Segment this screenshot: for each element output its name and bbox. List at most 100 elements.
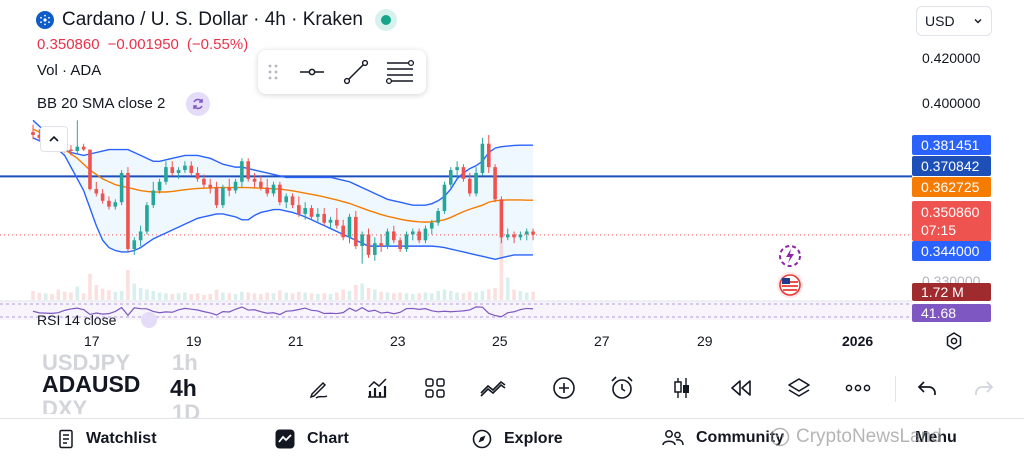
candle-body [505, 234, 510, 238]
volume-bar [240, 291, 244, 300]
bottom-navigation: Watchlist Chart Explore Community Menu [0, 418, 1024, 461]
chart-type-candles-icon[interactable] [666, 372, 698, 404]
volume-bar [354, 285, 358, 300]
volume-bar [474, 292, 478, 300]
nav-watchlist-label: Watchlist [86, 430, 157, 447]
currency-select[interactable]: USD [916, 6, 992, 36]
volume-bars [31, 225, 535, 300]
ghost-timeframe-top: 1h [172, 352, 198, 370]
nav-menu[interactable]: Menu [915, 429, 957, 447]
volume-bar [398, 292, 402, 300]
add-icon[interactable] [548, 372, 580, 404]
candle-body [417, 231, 421, 241]
refresh-icon[interactable] [186, 92, 210, 116]
chevron-up-icon [49, 135, 59, 142]
symbol-title[interactable]: Cardano / U. S. Dollar · 4h · Kraken [62, 9, 363, 30]
candle-body [531, 231, 535, 235]
compare-icon[interactable] [477, 372, 509, 404]
symbol-header[interactable]: Cardano / U. S. Dollar · 4h · Kraken [36, 8, 397, 32]
volume-bar [442, 289, 447, 300]
nav-explore[interactable]: Explore [472, 429, 563, 449]
candle-body [461, 167, 466, 179]
more-options-icon[interactable] [842, 372, 874, 404]
market-open-status-icon[interactable] [374, 9, 397, 31]
rsi-background [0, 301, 912, 320]
chart-settings-icon[interactable] [944, 331, 964, 356]
bb-basis-tag: 0.362725 [912, 177, 991, 197]
redo-icon[interactable] [968, 372, 1000, 404]
last-price-value: 0.350860 [921, 204, 980, 220]
volume-tag: 1.72 M [912, 283, 991, 301]
volume-bar [81, 293, 86, 300]
bb-lower-tag: 0.344000 [912, 241, 991, 261]
price-change: −0.001950 [107, 36, 179, 53]
current-ticker[interactable]: ADAUSD [42, 371, 141, 397]
currency-value: USD [925, 13, 955, 29]
volume-bar [531, 291, 535, 300]
candle-body [360, 234, 364, 247]
candle-body [322, 213, 326, 223]
volume-bar [138, 288, 143, 300]
volume-bar [328, 294, 333, 300]
candle-body [208, 184, 213, 188]
volume-bar [448, 291, 453, 300]
indicators-icon[interactable] [361, 372, 393, 404]
candle-body [151, 190, 156, 206]
candle-body [385, 231, 390, 247]
nav-menu-label: Menu [915, 429, 957, 446]
bb-upper-tag: 0.381451 [912, 135, 991, 155]
candle-body [442, 184, 447, 212]
volume-bar [341, 289, 345, 300]
candle-body [37, 134, 42, 138]
watermark-logo-icon [770, 427, 790, 447]
time-tick: 23 [390, 333, 406, 349]
fib-retracement-tool-button[interactable] [378, 55, 422, 89]
candle-body [347, 216, 352, 238]
volume-bar [119, 291, 124, 300]
nav-watchlist[interactable]: Watchlist [58, 429, 157, 449]
volume-bar [499, 225, 504, 300]
nav-chart[interactable]: Chart [275, 429, 349, 449]
candle-body [214, 187, 219, 206]
last-price-tag: 0.350860 07:15 [912, 201, 991, 241]
volume-bar [379, 291, 383, 300]
symbol-picker[interactable]: USDJPY ADAUSD DXY [42, 352, 140, 414]
bollinger-legend[interactable]: BB 20 SMA close 2 [37, 95, 166, 112]
lightning-alert-icon[interactable] [776, 242, 804, 270]
watchlist-icon [59, 429, 73, 449]
volume-bar [411, 294, 415, 300]
horizontal-ray-tool-button[interactable] [290, 55, 334, 89]
volume-bar [132, 283, 137, 300]
candle-body [176, 170, 181, 173]
price-chart[interactable] [0, 0, 1024, 330]
candle-body [75, 146, 80, 152]
replay-icon[interactable] [725, 372, 757, 404]
drawing-tools-icon[interactable] [303, 372, 335, 404]
undo-icon[interactable] [911, 372, 943, 404]
price-change-row: 0.350860 −0.001950 (−0.55%) [37, 36, 248, 53]
compass-icon [472, 429, 492, 449]
volume-bar [50, 294, 54, 300]
layouts-grid-icon[interactable] [419, 372, 451, 404]
volume-bar [170, 294, 175, 300]
candle-body [240, 161, 244, 182]
volume-bar [145, 289, 149, 300]
time-tick: 27 [594, 333, 610, 349]
nav-explore-label: Explore [504, 430, 563, 447]
candle-body [81, 146, 86, 150]
rsi-legend[interactable]: RSI 14 close [37, 312, 117, 326]
trend-line-tool-button[interactable] [334, 55, 378, 89]
candle-body [88, 149, 92, 190]
collapse-legend-button[interactable] [40, 126, 68, 152]
candle-body [157, 181, 162, 191]
candle-body [233, 181, 238, 191]
candle-body [455, 167, 459, 171]
us-economic-event-icon[interactable] [777, 272, 803, 298]
volume-legend[interactable]: Vol · ADA [37, 62, 102, 79]
alarm-clock-icon[interactable] [606, 372, 638, 404]
nav-community[interactable]: Community [662, 429, 784, 447]
current-timeframe[interactable]: 4h [170, 375, 197, 401]
drag-handle-icon[interactable] [266, 62, 280, 82]
candle-body [512, 234, 516, 238]
layers-icon[interactable] [783, 372, 815, 404]
